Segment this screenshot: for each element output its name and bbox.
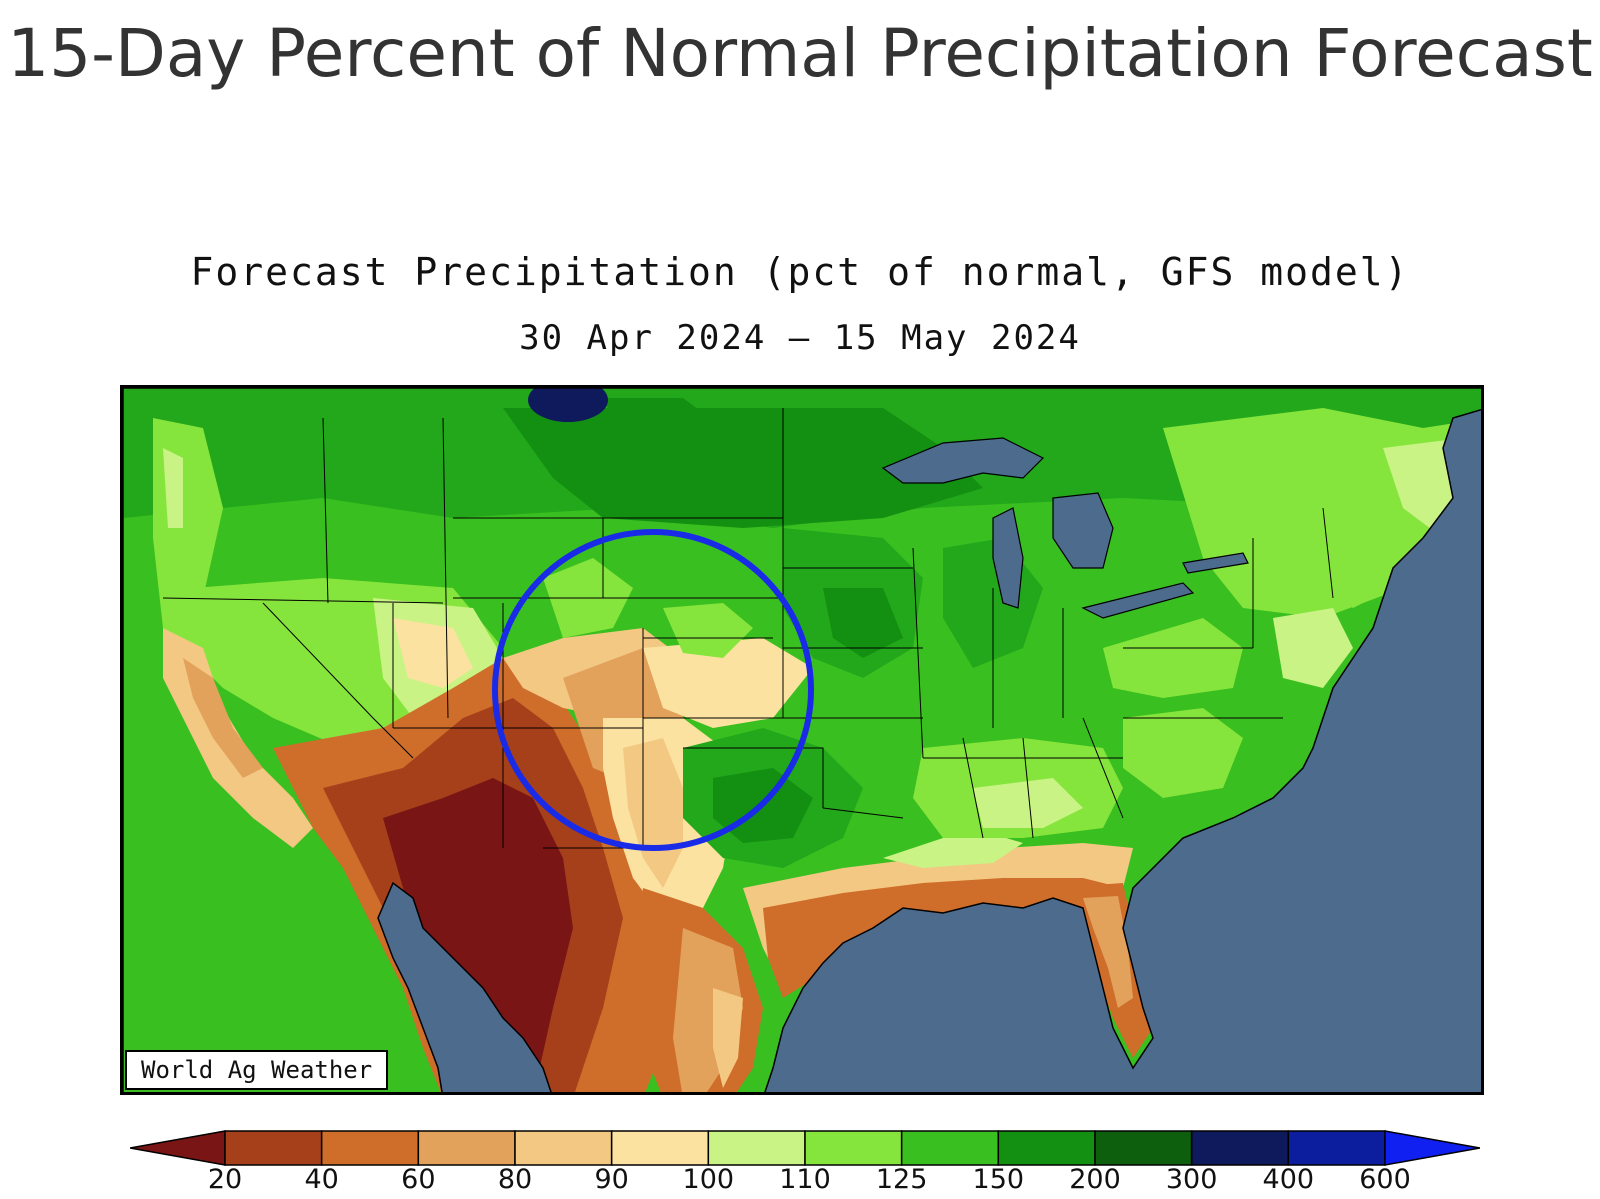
legend-swatch <box>1094 1130 1193 1166</box>
legend-tick-label: 60 <box>401 1164 436 1195</box>
legend-swatch <box>997 1130 1096 1166</box>
legend-tick-label: 200 <box>1069 1164 1121 1195</box>
credit-label: World Ag Weather <box>125 1050 389 1090</box>
legend-tick-label: 20 <box>207 1164 243 1195</box>
legend-swatch <box>1190 1130 1290 1166</box>
legend-tick-label: 90 <box>594 1164 629 1195</box>
highlight-circle <box>492 529 814 851</box>
legend-swatch <box>900 1130 1000 1166</box>
legend-swatch <box>804 1130 903 1166</box>
forecast-date-range: 30 Apr 2024 – 15 May 2024 <box>519 318 1081 358</box>
great-lakes <box>881 437 1249 619</box>
legend-swatch <box>707 1130 806 1166</box>
legend-swatch <box>417 1130 516 1166</box>
legend-tick-label: 110 <box>779 1164 831 1195</box>
legend-tick-label: 125 <box>875 1164 928 1195</box>
page-title: 15-Day Percent of Normal Precipitation F… <box>7 15 1593 92</box>
legend-tick-label: 150 <box>972 1164 1025 1195</box>
legend-swatch <box>1287 1130 1386 1166</box>
map-graphic <box>123 388 1481 1092</box>
legend-swatch <box>320 1130 420 1166</box>
legend-arrow-high <box>1384 1130 1480 1166</box>
color-legend-bar <box>130 1130 1480 1166</box>
legend-tick-label: 40 <box>304 1164 339 1195</box>
legend-tick-label: 80 <box>497 1164 533 1195</box>
legend-tick-label: 300 <box>1165 1164 1218 1195</box>
legend-tick-label: 600 <box>1359 1164 1411 1195</box>
map-subtitle: Forecast Precipitation (pct of normal, G… <box>190 250 1410 294</box>
legend-swatch <box>224 1130 323 1166</box>
legend-swatch <box>610 1130 710 1166</box>
legend-arrow-low <box>130 1130 226 1166</box>
legend-tick-label: 100 <box>682 1164 735 1195</box>
legend-swatch <box>514 1130 613 1166</box>
precipitation-map: World Ag Weather <box>120 385 1484 1095</box>
legend-tick-label: 400 <box>1262 1164 1315 1195</box>
